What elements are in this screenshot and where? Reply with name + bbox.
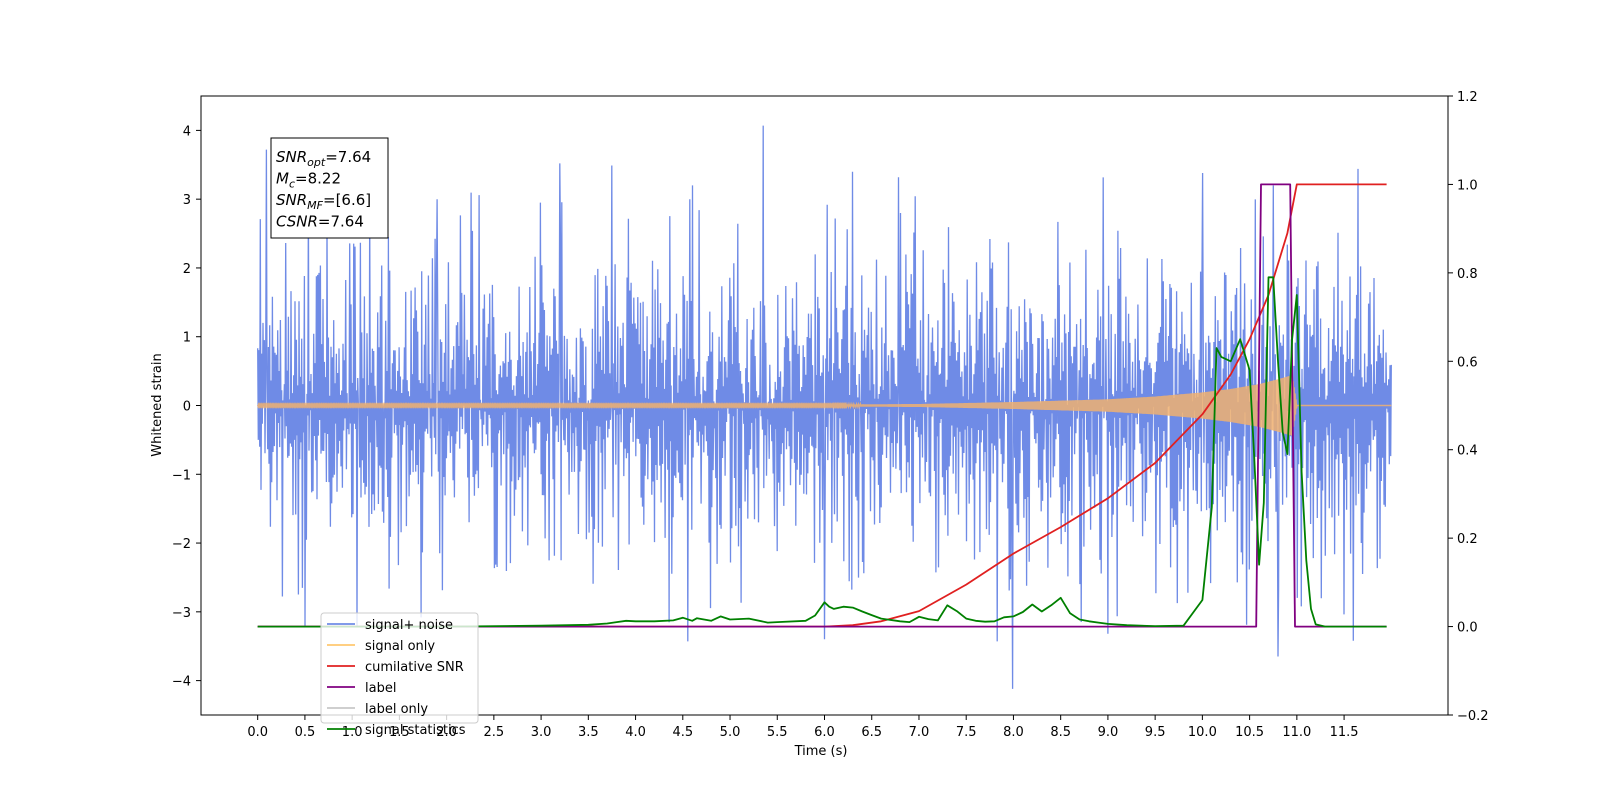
y-right-tick-label: −0.2: [1457, 709, 1489, 724]
x-tick-label: 7.0: [909, 725, 930, 740]
y-tick-label: −3: [172, 606, 191, 621]
y-tick-label: −4: [172, 675, 191, 690]
x-tick-label: 1.5: [389, 725, 410, 740]
x-tick-label: 0.0: [247, 725, 268, 740]
x-tick-label: 8.5: [1050, 725, 1071, 740]
x-tick-label: 6.5: [861, 725, 882, 740]
legend-label: label only: [365, 702, 428, 717]
y-tick-label: 0: [183, 400, 191, 415]
series-line-signal-only: [256, 375, 1392, 436]
plot-area: [256, 125, 1392, 689]
y-tick-label: 2: [183, 262, 191, 277]
series-line-signal-statistics: [257, 276, 1387, 628]
x-axis-label: Time (s): [794, 744, 848, 759]
series-line-label: [257, 183, 1387, 628]
y-right-tick-label: 0.2: [1457, 532, 1478, 547]
legend-frame: [320, 612, 479, 724]
x-tick-label: 0.5: [295, 725, 316, 740]
y-right-tick-label: 0.6: [1457, 355, 1478, 370]
x-tick-label: 3.5: [578, 725, 599, 740]
x-tick-label: 2.0: [436, 725, 457, 740]
x-tick-label: 7.5: [956, 725, 977, 740]
x-tick-label: 5.0: [720, 725, 741, 740]
y-tick-label: 4: [183, 124, 191, 139]
x-tick-label: 11.0: [1282, 725, 1311, 740]
legend-label: signal only: [365, 639, 435, 654]
annotation-line: CSNR=7.64: [276, 213, 364, 231]
x-tick-label: 9.0: [1098, 725, 1119, 740]
x-tick-label: 8.0: [1003, 725, 1024, 740]
y-tick-label: −2: [172, 537, 191, 552]
x-tick-label: 2.5: [484, 725, 505, 740]
annotation-frame: [270, 137, 389, 239]
annotation-line: SNRopt=7.64: [276, 148, 371, 169]
x-axis: 0.0 0.5 1.0 1.5 2.0 2.5 3.0 3.5 4.0 4.5 5.0 5.5 6.0 6…: [247, 715, 1359, 740]
series-line-signal-noise: [257, 125, 1392, 689]
y-tick-label: 3: [183, 193, 191, 208]
y-axis-label: Whitened strain: [150, 353, 165, 456]
y-right-tick-label: 0.4: [1457, 444, 1478, 459]
y-tick-label: 1: [183, 331, 191, 346]
legend: signal+ noise signal only cumilative SNR la…: [320, 612, 479, 738]
y-right-tick-label: 0.8: [1457, 267, 1478, 282]
x-tick-label: 5.5: [767, 725, 788, 740]
x-tick-label: 1.0: [342, 725, 363, 740]
annotation-line: SNRMF=[6.6]: [276, 191, 371, 212]
y-axis-left: −4 −3 −2 −1 0 1 2 3 4: [172, 124, 201, 690]
legend-label: signal statistics: [365, 723, 466, 738]
y-axis-right: −0.2 0.0 0.2 0.4 0.6 0.8 1.0 1.2: [1448, 90, 1489, 724]
y-tick-label: −1: [172, 468, 191, 483]
y-right-tick-label: 0.0: [1457, 621, 1478, 636]
legend-label: label: [365, 681, 396, 696]
x-tick-label: 9.5: [1145, 725, 1166, 740]
x-tick-label: 4.5: [672, 725, 693, 740]
x-tick-label: 10.0: [1188, 725, 1217, 740]
x-tick-label: 10.5: [1235, 725, 1264, 740]
legend-label: signal+ noise: [365, 618, 453, 633]
x-tick-label: 11.5: [1330, 725, 1359, 740]
legend-label: cumilative SNR: [365, 660, 464, 675]
x-tick-label: 3.0: [531, 725, 552, 740]
x-tick-label: 4.0: [625, 725, 646, 740]
annotation-line: Mc=8.22: [276, 170, 341, 191]
y-right-tick-label: 1.2: [1457, 90, 1478, 105]
y-right-tick-label: 1.0: [1457, 178, 1478, 193]
x-tick-label: 6.0: [814, 725, 835, 740]
series-line-cumilative-snr: [257, 183, 1387, 628]
